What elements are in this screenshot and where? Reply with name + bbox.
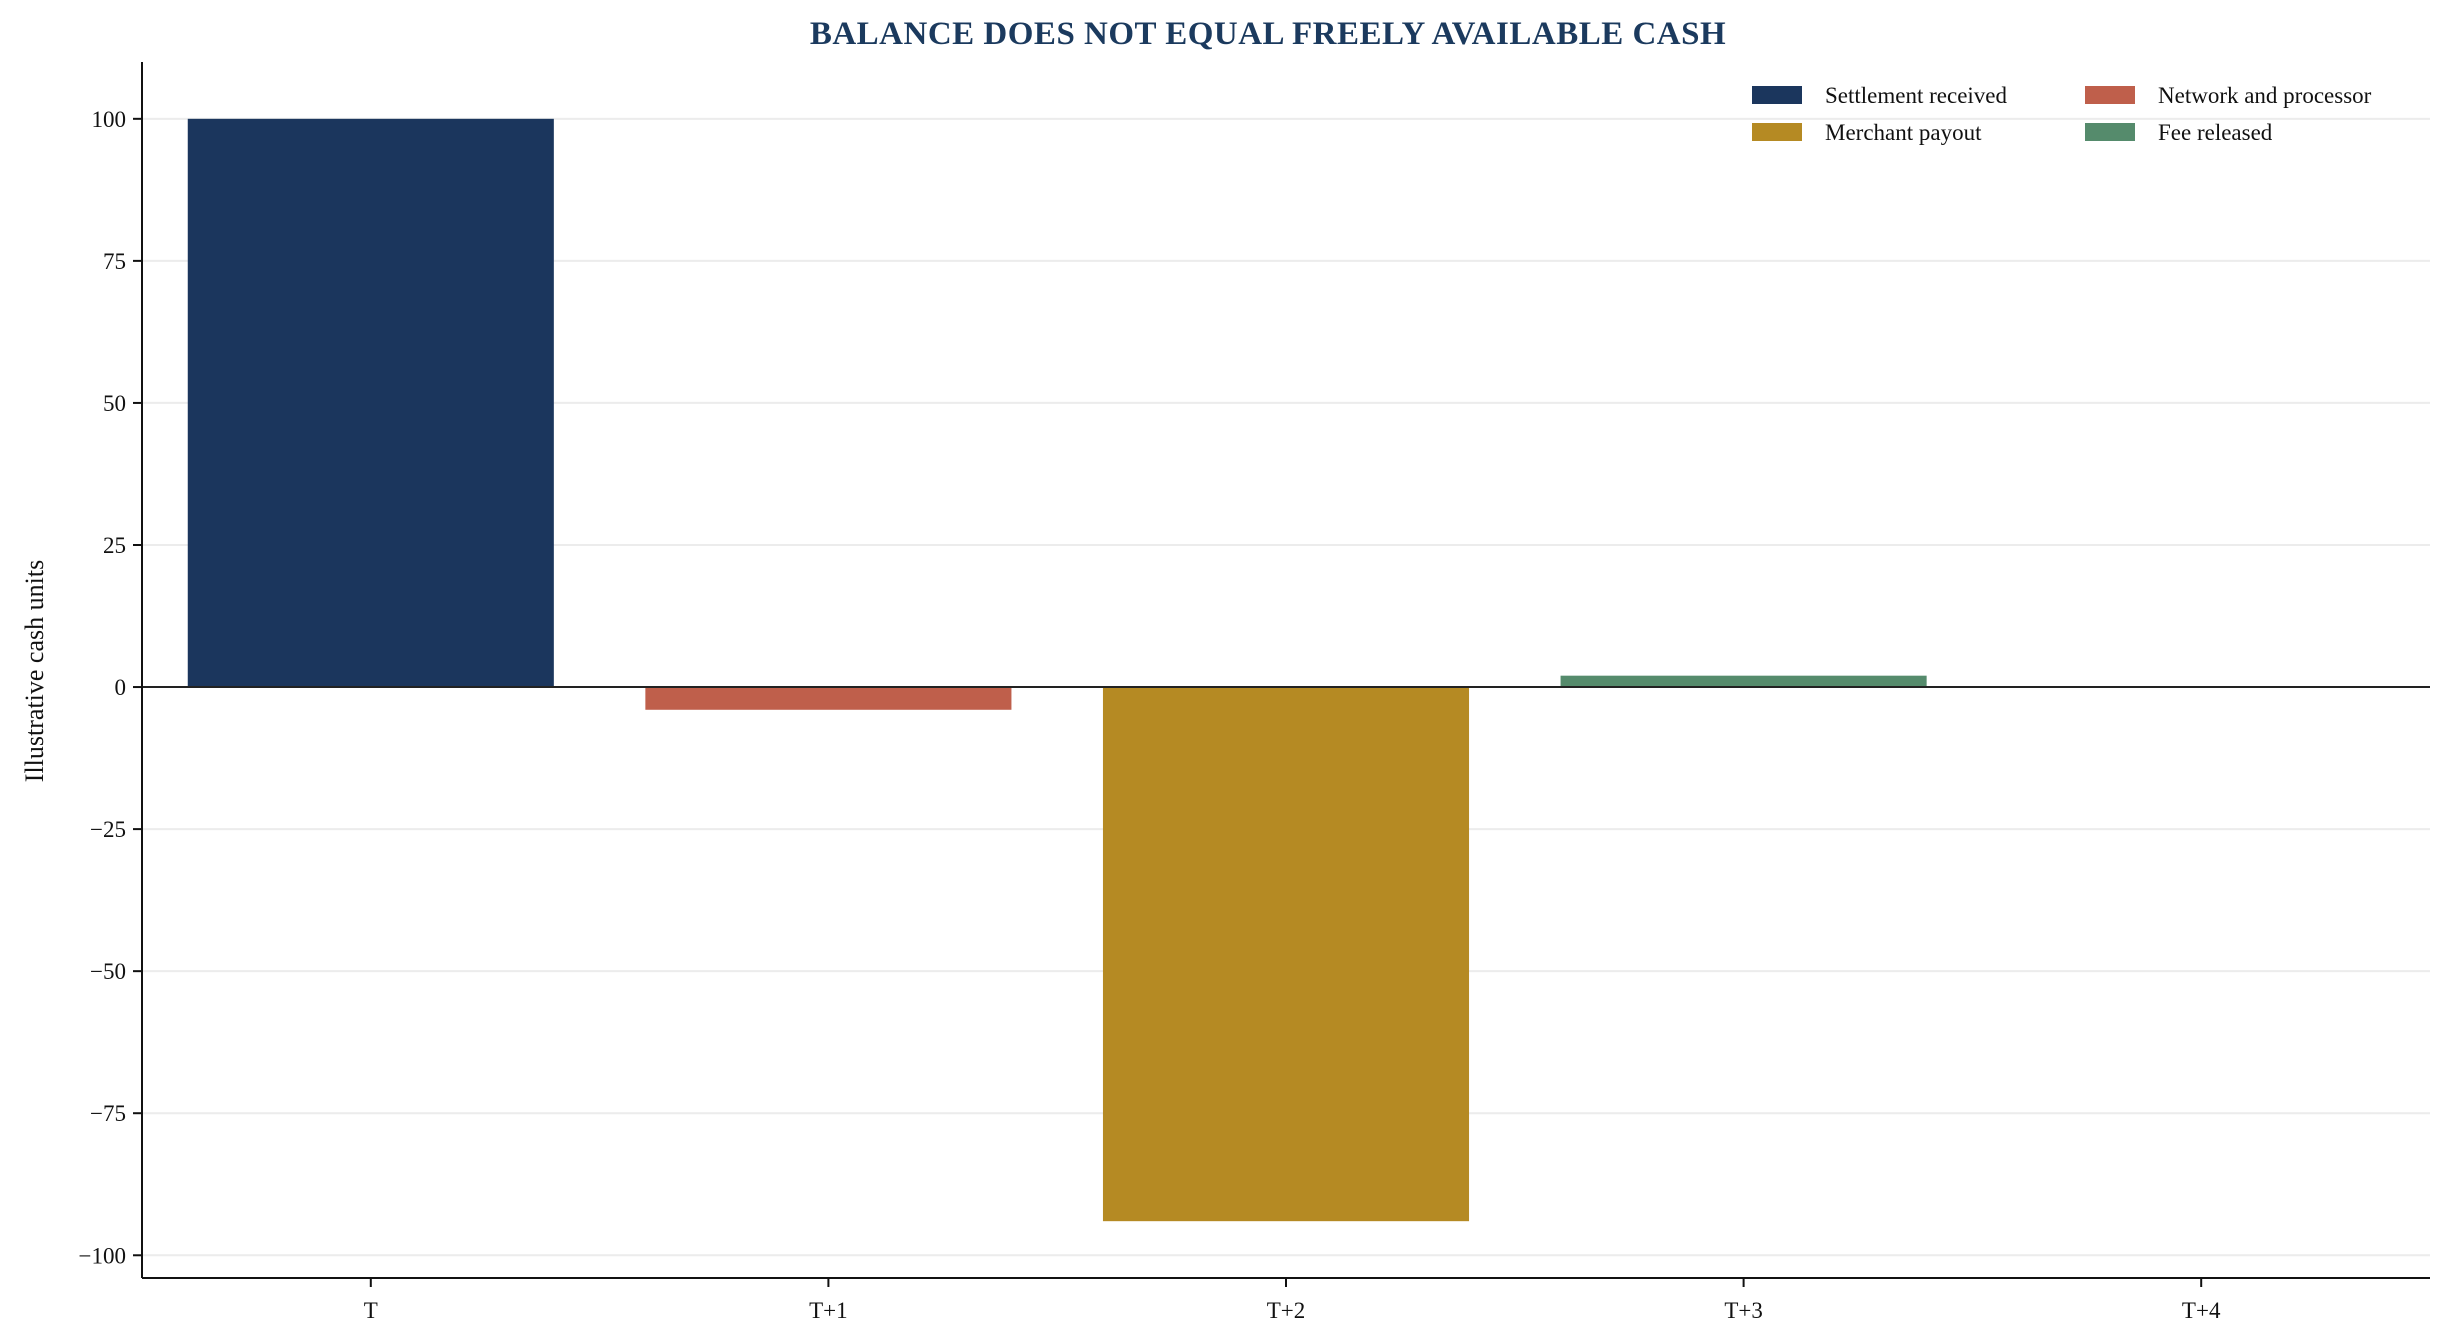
y-tick-label: 0	[115, 675, 127, 700]
axes	[133, 62, 2430, 1287]
y-tick-label: 75	[103, 249, 126, 274]
legend: Settlement received Network and processor…	[1752, 83, 2372, 145]
legend-label: Settlement received	[1825, 83, 2008, 108]
legend-swatch	[2085, 86, 2135, 104]
y-tick-label: 50	[103, 391, 126, 416]
chart-title: BALANCE DOES NOT EQUAL FREELY AVAILABLE …	[810, 16, 1726, 52]
x-tick-label: T+1	[809, 1298, 848, 1323]
x-tick-label: T	[364, 1298, 378, 1323]
y-tick-label: −25	[90, 817, 126, 842]
legend-label: Merchant payout	[1825, 120, 1982, 145]
y-tick-label: −50	[90, 959, 126, 984]
legend-label: Network and processor	[2158, 83, 2372, 108]
legend-swatch	[1752, 123, 1802, 141]
legend-label: Fee released	[2158, 120, 2273, 145]
bar	[645, 687, 1012, 710]
bar	[187, 118, 554, 688]
x-tick-labels: T T+1 T+2 T+3 T+4	[364, 1298, 2221, 1323]
y-tick-label: 25	[103, 533, 126, 558]
legend-swatch	[1752, 86, 1802, 104]
y-axis-label: Illustrative cash units	[20, 560, 49, 782]
y-tick-label: 100	[92, 107, 127, 132]
x-tick-label: T+2	[1267, 1298, 1306, 1323]
x-tick-label: T+3	[1724, 1298, 1763, 1323]
y-tick-label: −100	[79, 1243, 126, 1268]
y-tick-labels: 100 75 50 25 0 −25 −50 −75 −100	[79, 107, 126, 1268]
bar	[1102, 687, 1470, 1222]
x-tick-label: T+4	[2182, 1298, 2221, 1323]
legend-swatch	[2085, 123, 2135, 141]
bar	[1560, 675, 1927, 688]
bars	[187, 118, 1927, 1222]
y-tick-label: −75	[90, 1101, 126, 1126]
